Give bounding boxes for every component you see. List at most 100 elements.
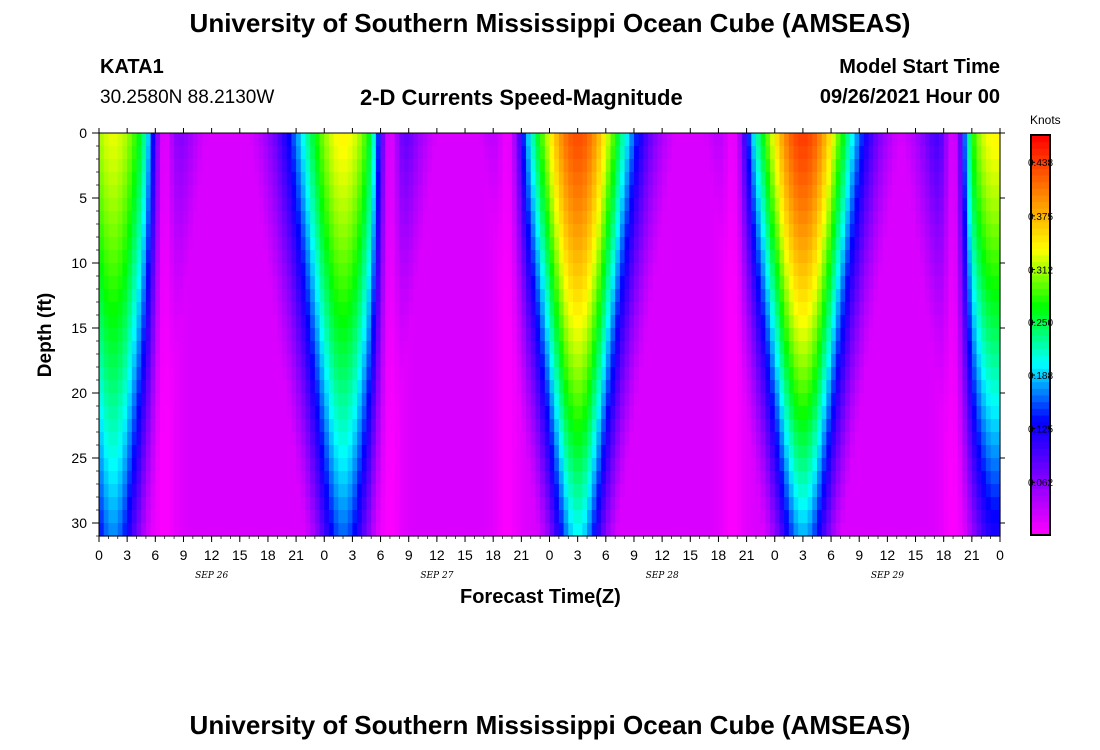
heatmap-cell — [694, 263, 701, 277]
heatmap-cell — [845, 289, 851, 303]
heatmap-cell — [709, 354, 715, 368]
heatmap-cell — [314, 146, 321, 160]
heatmap-cell — [178, 185, 185, 199]
heatmap-cell — [530, 510, 537, 524]
heatmap-cell — [244, 523, 250, 537]
heatmap-cell — [375, 211, 382, 225]
heatmap-cell — [221, 419, 227, 433]
heatmap-cell — [216, 146, 222, 160]
heatmap-cell — [333, 185, 339, 199]
heatmap-cell — [812, 302, 818, 316]
heatmap-cell — [755, 484, 762, 498]
heatmap-cell — [479, 133, 485, 147]
heatmap-cell — [427, 289, 433, 303]
heatmap-cell — [216, 250, 222, 264]
heatmap-cell — [408, 523, 415, 537]
heatmap-cell — [638, 289, 644, 303]
heatmap-cell — [666, 276, 673, 290]
heatmap-cell — [127, 354, 133, 368]
heatmap-cell — [436, 263, 443, 277]
heatmap-cell — [441, 263, 447, 277]
heatmap-cell — [178, 263, 185, 277]
heatmap-cell — [141, 380, 147, 394]
heatmap-cell — [164, 393, 170, 407]
heatmap-cell — [300, 159, 307, 173]
heatmap-cell — [760, 393, 766, 407]
heatmap-cell — [831, 419, 837, 433]
heatmap-cell — [493, 211, 499, 225]
heatmap-cell — [385, 484, 391, 498]
heatmap-cell — [849, 185, 856, 199]
heatmap-cell — [253, 250, 260, 264]
heatmap-cell — [347, 367, 354, 381]
heatmap-cell — [751, 211, 757, 225]
heatmap-cell — [385, 393, 391, 407]
heatmap-cell — [394, 224, 400, 238]
heatmap-cell — [619, 159, 626, 173]
heatmap-cell — [601, 198, 607, 212]
heatmap-cell — [652, 159, 659, 173]
heatmap-cell — [652, 367, 659, 381]
heatmap-cell — [404, 380, 410, 394]
heatmap-cell — [479, 354, 485, 368]
heatmap-cell — [774, 250, 781, 264]
heatmap-cell — [704, 172, 710, 186]
heatmap-cell — [300, 419, 307, 433]
heatmap-cell — [497, 406, 504, 420]
heatmap-cell — [244, 393, 250, 407]
heatmap-cell — [746, 367, 752, 381]
heatmap-cell — [685, 510, 691, 524]
heatmap-cell — [272, 432, 278, 446]
heatmap-cell — [399, 224, 405, 238]
heatmap-cell — [807, 172, 813, 186]
heatmap-cell — [136, 523, 142, 537]
heatmap-cell — [127, 133, 133, 147]
heatmap-cell — [765, 458, 771, 472]
heatmap-cell — [253, 471, 260, 485]
heatmap-cell — [849, 224, 856, 238]
heatmap-cell — [127, 367, 133, 381]
heatmap-cell — [99, 302, 105, 316]
heatmap-cell — [788, 198, 795, 212]
heatmap-cell — [845, 419, 851, 433]
heatmap-cell — [258, 289, 264, 303]
heatmap-cell — [206, 159, 213, 173]
heatmap-cell — [206, 497, 213, 511]
heatmap-cell — [709, 393, 715, 407]
heatmap-cell — [178, 393, 185, 407]
heatmap-cell — [572, 393, 579, 407]
heatmap-cell — [211, 445, 217, 459]
heatmap-cell — [99, 224, 105, 238]
heatmap-cell — [751, 198, 757, 212]
heatmap-cell — [535, 497, 541, 511]
heatmap-cell — [197, 263, 203, 277]
heatmap-cell — [343, 328, 349, 342]
heatmap-cell — [160, 497, 166, 511]
heatmap-cell — [328, 341, 335, 355]
heatmap-cell — [699, 237, 705, 251]
heatmap-cell — [845, 302, 851, 316]
heatmap-cell — [108, 328, 114, 342]
heatmap-cell — [103, 276, 109, 290]
heatmap-cell — [680, 354, 687, 368]
heatmap-cell — [296, 302, 302, 316]
heatmap-cell — [488, 523, 494, 537]
heatmap-cell — [587, 289, 593, 303]
heatmap-cell — [802, 224, 809, 238]
heatmap-cell — [849, 471, 856, 485]
heatmap-cell — [375, 367, 382, 381]
heatmap-cell — [178, 354, 185, 368]
heatmap-cell — [113, 341, 119, 355]
heatmap-cell — [605, 445, 612, 459]
heatmap-cell — [305, 198, 311, 212]
heatmap-cell — [235, 471, 241, 485]
heatmap-cell — [657, 367, 663, 381]
heatmap-cell — [127, 406, 133, 420]
heatmap-cell — [465, 523, 471, 537]
heatmap-cell — [521, 146, 527, 160]
heatmap-cell — [178, 159, 185, 173]
heatmap-cell — [643, 354, 649, 368]
heatmap-cell — [338, 237, 344, 251]
heatmap-cell — [666, 237, 673, 251]
heatmap-cell — [300, 380, 307, 394]
